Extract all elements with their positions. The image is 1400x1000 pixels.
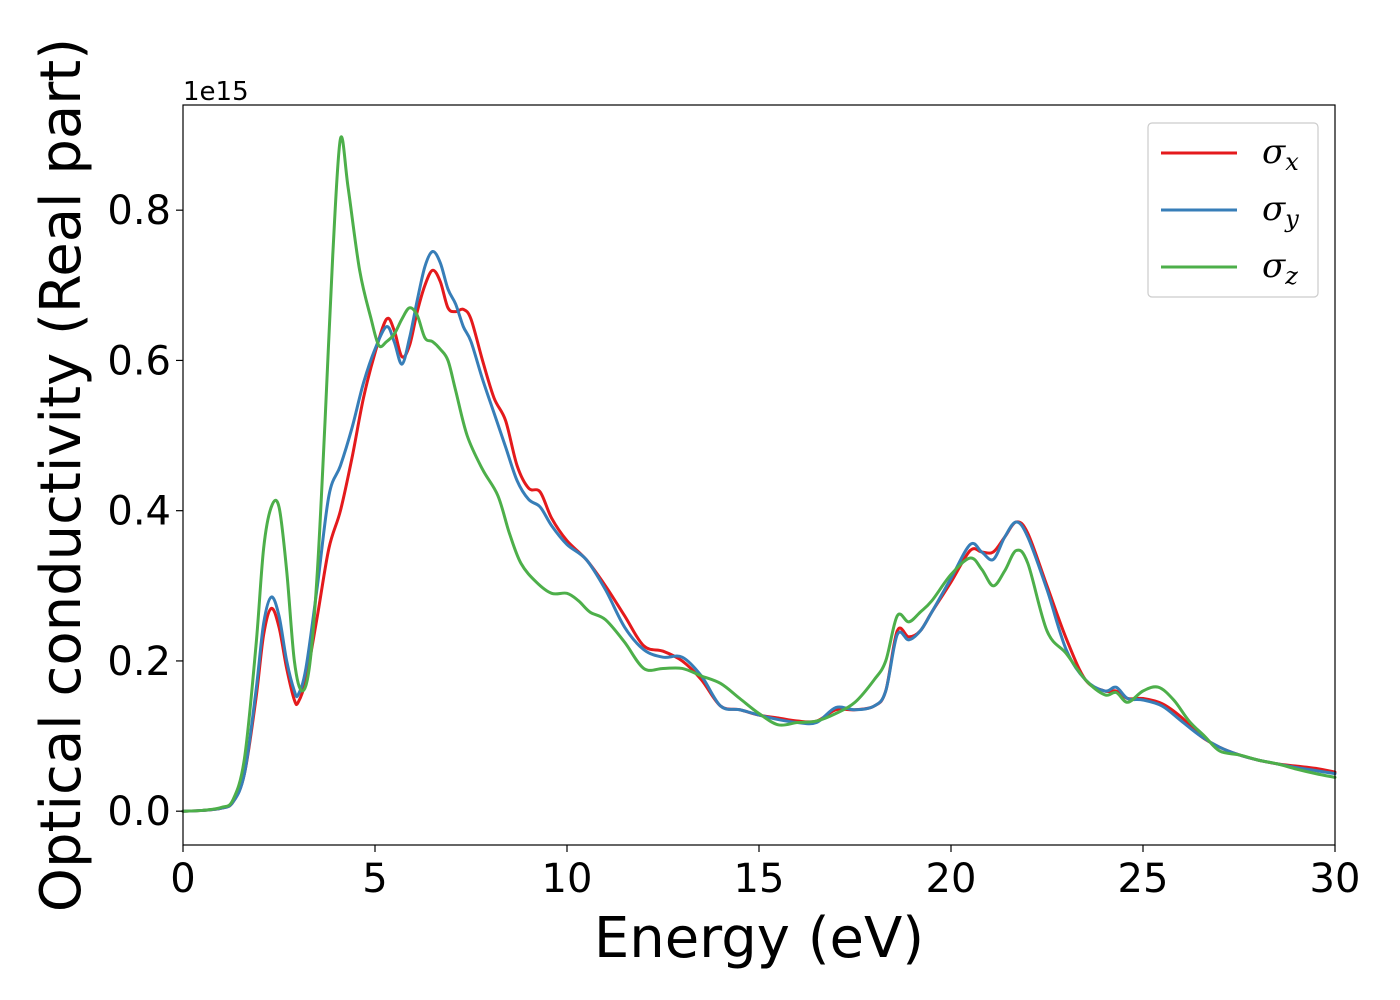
x-tick-label: 30 (1310, 856, 1361, 902)
y-tick-label: 0.8 (107, 188, 171, 234)
series-layer (181, 135, 1337, 813)
x-tick-label: 15 (734, 856, 785, 902)
x-tick-label: 10 (542, 856, 593, 902)
x-tick-label: 5 (362, 856, 387, 902)
legend: σx σy σz (1147, 122, 1319, 298)
y-offset-label: 1e15 (183, 77, 249, 107)
y-tick-label: 0.0 (107, 789, 171, 835)
y-tick-label: 0.4 (107, 489, 171, 535)
x-tick-label: 0 (170, 856, 195, 902)
legend-label-sigma-y: σy (1262, 189, 1299, 233)
y-tick-label: 0.6 (107, 338, 171, 384)
y-tick-label: 0.2 (107, 639, 171, 685)
series-line-sigma-z (181, 135, 1337, 813)
x-axis-label: Energy (eV) (594, 906, 924, 971)
x-tick-label: 20 (926, 856, 977, 902)
ticks-layer: 0 5 10 15 20 25 30 0.0 0.2 0.4 0.6 0.8 (107, 188, 1360, 902)
legend-label-sigma-x: σx (1262, 132, 1299, 176)
plot-background (183, 105, 1335, 845)
y-axis-label: Optical conductivity (Real part) (29, 38, 94, 912)
legend-label-sigma-z: σz (1262, 246, 1298, 290)
x-tick-label: 25 (1118, 856, 1169, 902)
